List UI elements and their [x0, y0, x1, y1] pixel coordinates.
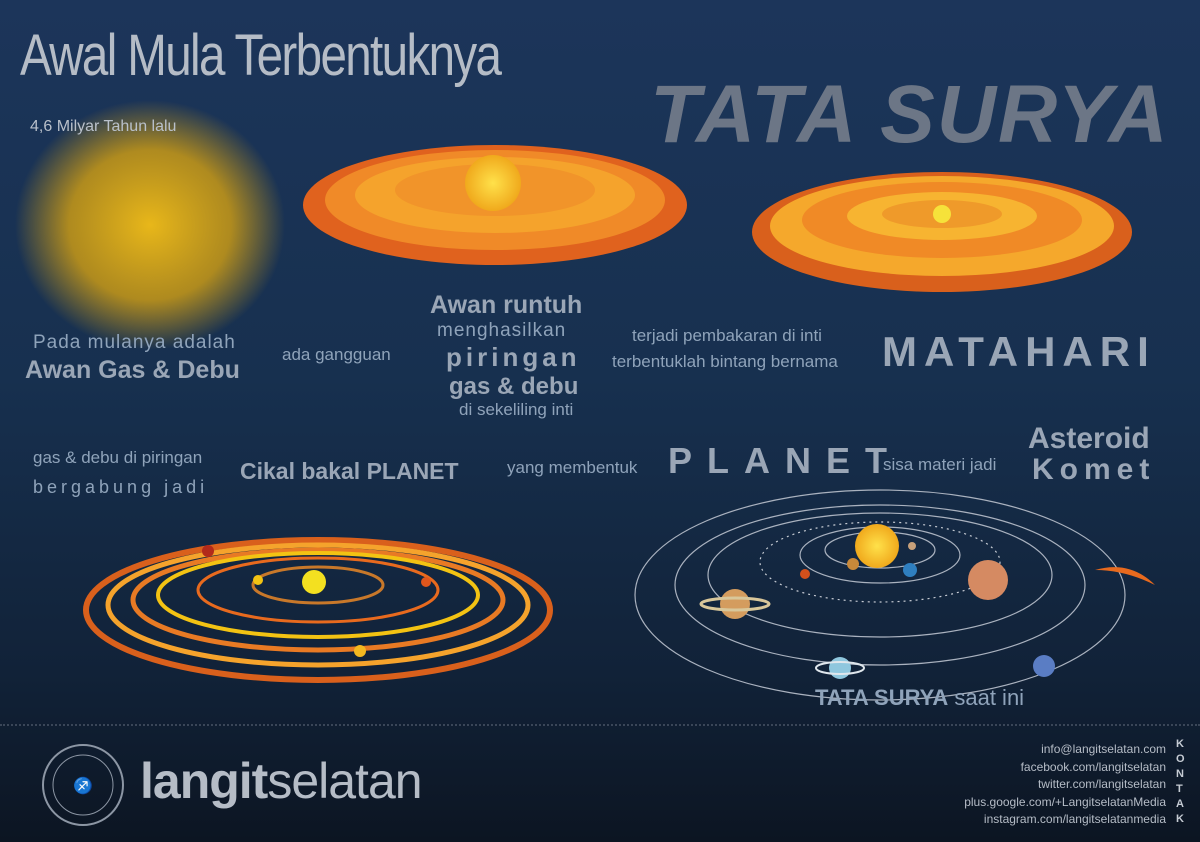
step3-text2: di sekeliling inti	[459, 400, 574, 419]
gas-cloud	[15, 100, 285, 350]
step2-text: ada gangguan	[282, 345, 391, 364]
disk-with-sun	[752, 172, 1132, 292]
age-label: 4,6 Milyar Tahun lalu	[30, 118, 177, 135]
contact-twitter[interactable]: twitter.com/langitselatan	[1037, 777, 1166, 791]
contact-instagram[interactable]: instagram.com/langitselatanmedia	[983, 812, 1166, 826]
step8-highlight: TATA SURYA	[815, 685, 949, 710]
step5-text2: bergabung jadi	[33, 477, 209, 497]
title-line2: TATA SURYA	[650, 69, 1170, 160]
step1-highlight: Awan Gas & Debu	[25, 356, 240, 384]
step6-text: yang membentuk	[507, 458, 638, 477]
svg-text:♐: ♐	[73, 776, 93, 795]
step1-text: Pada mulanya adalah	[33, 332, 236, 353]
step6-highlight: PLANET	[668, 440, 902, 481]
brand-wordmark: langitselatan	[140, 752, 423, 810]
step3-text: menghasilkan	[437, 320, 567, 341]
step3-highlight2: gas & debu	[449, 373, 579, 400]
step8-caption: TATA SURYA saat ini	[815, 685, 1024, 711]
contact-facebook[interactable]: facebook.com/langitselatan	[1020, 759, 1166, 774]
step4-highlight: MATAHARI	[882, 328, 1156, 375]
contact-email[interactable]: info@langitselatan.com	[1041, 742, 1166, 756]
contact-list: info@langitselatan.com facebook.com/lang…	[964, 741, 1166, 829]
step3-highlight1: piringan	[446, 342, 581, 372]
step5-highlight: Cikal bakal PLANET	[240, 458, 459, 484]
step7-text: sisa materi jadi	[883, 455, 997, 474]
step7-highlight1: Asteroid	[1028, 422, 1150, 455]
logo-seal: ♐	[42, 744, 124, 826]
contact-label: KONTAK	[1176, 738, 1185, 825]
step4-text1: terjadi pembakaran di inti	[632, 326, 822, 345]
solar-system	[634, 489, 1155, 701]
step7-highlight2: Komet	[1032, 453, 1156, 486]
divider	[0, 724, 1200, 726]
collapsing-disk	[303, 145, 687, 265]
step8-text: saat ini	[954, 685, 1025, 710]
step5-text1: gas & debu di piringan	[33, 448, 203, 467]
brand-bold: langit	[140, 753, 268, 809]
step3-title: Awan runtuh	[430, 291, 583, 319]
protoplanet-disk	[83, 537, 553, 683]
brand-light: selatan	[267, 753, 422, 809]
title-line1: Awal Mula Terbentuknya	[20, 23, 502, 88]
contact-googleplus[interactable]: plus.google.com/+LangitselatanMedia	[964, 794, 1166, 809]
step4-text2: terbentuklah bintang bernama	[612, 352, 838, 371]
